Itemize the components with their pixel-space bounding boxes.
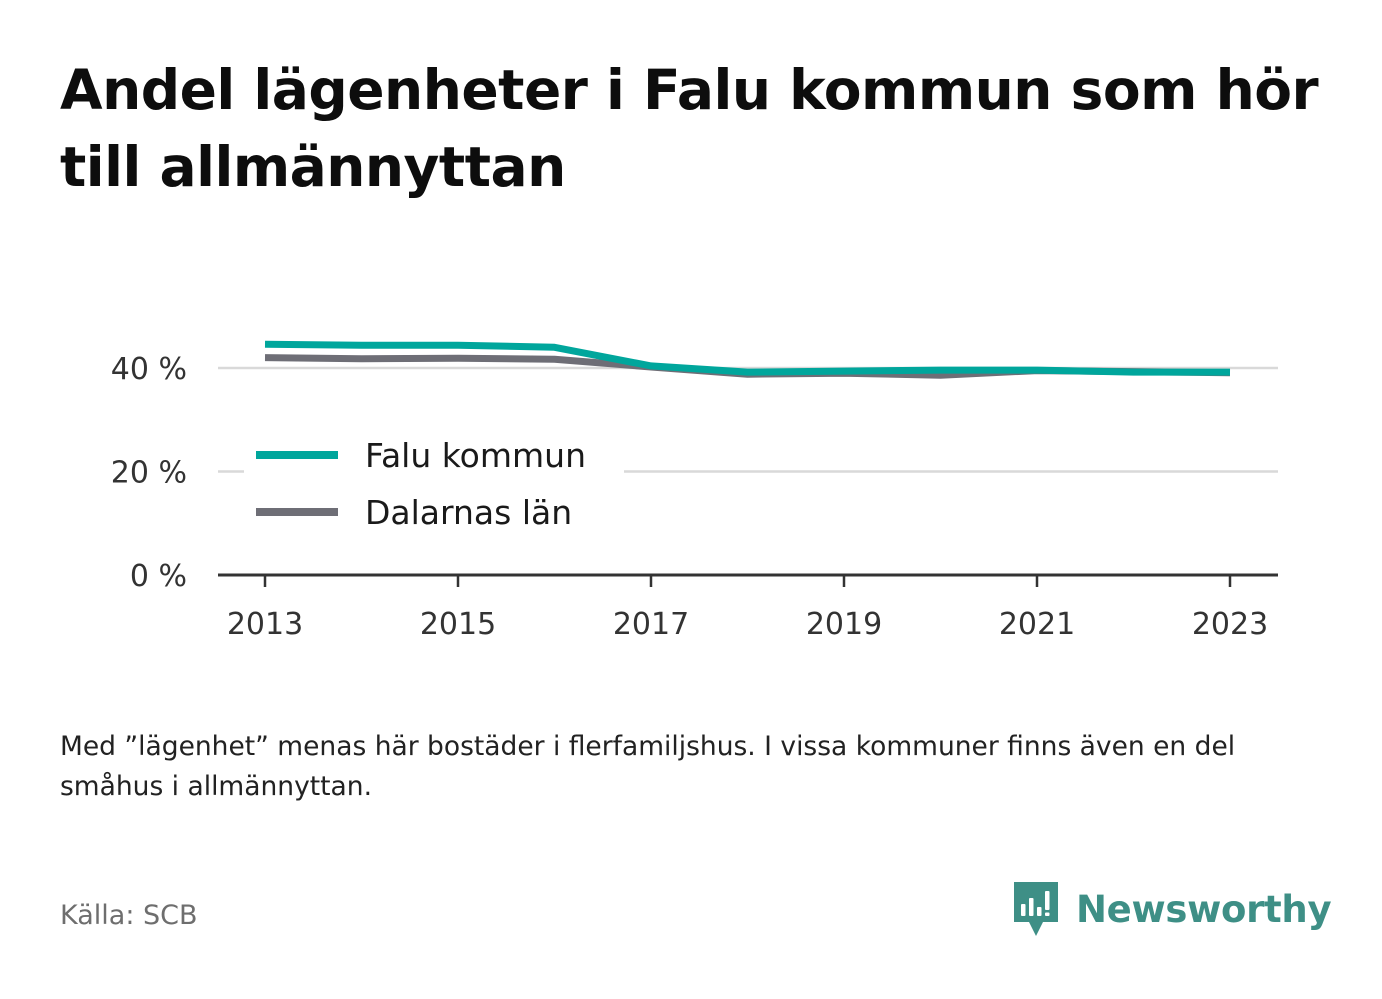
x-tick-label: 2015 bbox=[420, 607, 496, 642]
x-tick-label: 2021 bbox=[999, 607, 1075, 642]
legend-label: Dalarnas län bbox=[365, 493, 572, 532]
series-lines bbox=[264, 340, 1231, 379]
newsworthy-brand: Newsworthy bbox=[1010, 878, 1332, 940]
newsworthy-logo-icon bbox=[1014, 882, 1058, 936]
y-tick-label: 20 % bbox=[111, 456, 187, 491]
y-tick-label: 0 % bbox=[130, 559, 187, 594]
x-tick-label: 2013 bbox=[227, 607, 303, 642]
x-axis: 2013 2015 2017 2019 2021 2023 bbox=[218, 573, 1278, 642]
legend-background bbox=[244, 425, 624, 543]
x-tick-label: 2019 bbox=[806, 607, 882, 642]
y-tick-label: 40 % bbox=[111, 352, 187, 387]
legend: Falu kommun Dalarnas län bbox=[244, 425, 624, 543]
x-tick-label: 2017 bbox=[613, 607, 689, 642]
chart-title: Andel lägenheter i Falu kommun som hör t… bbox=[60, 58, 1319, 199]
chart-note: Med ”lägenhet” menas här bostäder i fler… bbox=[60, 731, 1236, 802]
x-tick-label: 2023 bbox=[1192, 607, 1268, 642]
brand-name: Newsworthy bbox=[1076, 887, 1332, 931]
series-line bbox=[264, 340, 1230, 376]
source-label: Källa: SCB bbox=[60, 900, 198, 931]
legend-label: Falu kommun bbox=[365, 436, 586, 475]
y-axis-labels: 0 % 20 % 40 % bbox=[111, 352, 187, 594]
